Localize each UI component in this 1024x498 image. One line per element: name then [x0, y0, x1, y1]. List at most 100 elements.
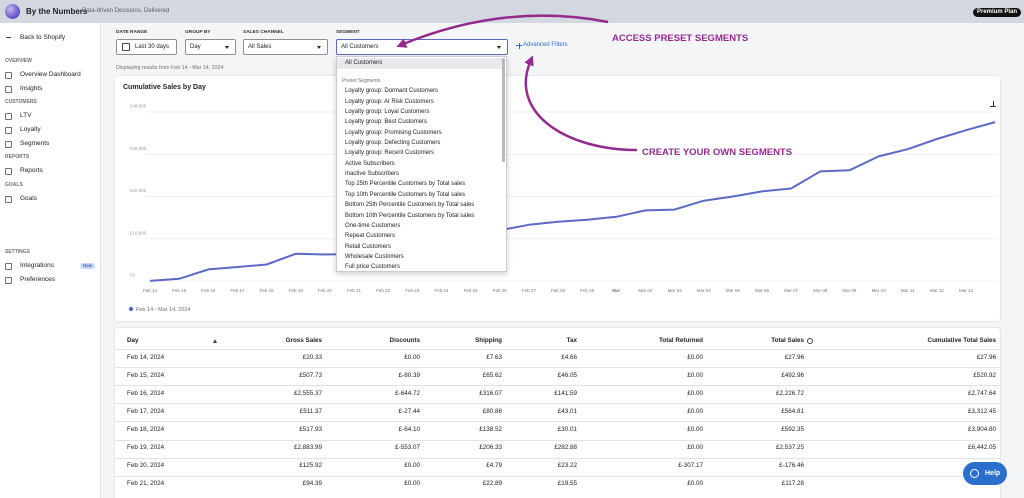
dropdown-option[interactable]: Loyalty group: Best Customers — [345, 119, 428, 126]
dropdown-option[interactable]: Loyalty group: Loyal Customers — [345, 109, 430, 115]
dropdown-option[interactable]: All Customers — [345, 60, 383, 67]
table-cell: £0.00 — [687, 480, 703, 488]
table-cell: £0.00 — [687, 389, 703, 397]
table-cell: £0.00 — [687, 407, 703, 415]
filter-box[interactable] — [243, 39, 328, 55]
nav-item[interactable]: Goals — [20, 195, 37, 203]
sort-arrow — [213, 338, 217, 343]
nav-section-title: REPORTS — [5, 153, 30, 160]
table-cell: £0.00 — [404, 353, 420, 361]
nav-item[interactable]: Preferences — [20, 276, 56, 284]
table-cell: £0.00 — [687, 371, 703, 379]
dropdown-option[interactable]: Wholesale Customers — [345, 253, 404, 260]
nav-icon — [5, 112, 12, 120]
plus-v — [518, 42, 520, 49]
dropdown-group-label: Preset Segments — [342, 77, 381, 84]
table-cell: £-64.10 — [398, 425, 420, 433]
filter-box[interactable] — [185, 39, 236, 55]
dropdown-option[interactable]: Loyalty group: Promising Customers — [345, 129, 442, 136]
nav-item[interactable]: Integrations — [20, 262, 54, 270]
filter-box[interactable] — [116, 39, 177, 55]
table-cell: Feb 17, 2024 — [127, 407, 165, 415]
table-cell: Feb 14, 2024 — [127, 353, 165, 361]
dropdown-option[interactable]: Active Subscribers — [345, 160, 395, 167]
nav-icon — [5, 140, 12, 148]
table-cell: £20.33 — [302, 353, 322, 361]
dropdown-option[interactable]: Loyalty group: Defecting Customers — [345, 140, 441, 147]
table-cell: £23.22 — [557, 462, 577, 470]
column-header[interactable]: Shipping — [475, 336, 502, 344]
table-card — [115, 328, 1000, 498]
nav-item[interactable]: Insights — [20, 85, 43, 93]
table-cell: £138.52 — [479, 425, 502, 433]
nav-section-title: CUSTOMERS — [5, 98, 37, 105]
dropdown-option[interactable]: Bottom 10th Percentile Customers by Tota… — [345, 212, 475, 219]
dropdown-option[interactable]: Loyalty group: Recent Customers — [345, 150, 435, 157]
dropdown-option[interactable]: Loyalty group: At Risk Customers — [345, 98, 434, 105]
nav-section-title: GOALS — [5, 181, 23, 188]
table-cell: Feb 21, 2024 — [127, 480, 165, 488]
filter-label: GROUP BY — [185, 29, 211, 35]
nav-item[interactable]: LTV — [20, 112, 32, 120]
table-cell: £141.59 — [554, 389, 577, 397]
dropdown-option[interactable]: One-time Customers — [345, 222, 401, 229]
advanced-filters-link[interactable]: Advanced Filters — [523, 42, 568, 49]
filter-value: All Sales — [248, 43, 272, 50]
table-cell: £19.55 — [557, 480, 577, 488]
nav-item[interactable]: Reports — [20, 167, 43, 175]
help-label: Help — [985, 469, 1001, 477]
table-cell: £564.81 — [781, 407, 804, 415]
column-header[interactable]: Tax — [566, 336, 577, 344]
dropdown-option[interactable]: Retail Customers — [345, 243, 392, 250]
dropdown-option[interactable]: Top 25th Percentile Customers by Total s… — [345, 181, 465, 188]
nav-icon — [5, 85, 12, 93]
annotation-text: ACCESS PRESET SEGMENTS — [612, 32, 749, 44]
filter-value: Last 30 days — [135, 43, 170, 50]
table-cell: £2,883.99 — [293, 444, 322, 452]
column-header[interactable]: Cumulative Total Sales — [927, 336, 996, 344]
calendar-icon — [122, 43, 130, 51]
column-header[interactable]: Total Returned — [659, 336, 703, 344]
nav-section-title: SETTINGS — [5, 248, 31, 255]
help-button[interactable] — [963, 462, 1007, 485]
table-cell: £0.00 — [687, 353, 703, 361]
table-cell: £492.96 — [781, 371, 804, 379]
plan-badge: Premium Plan — [973, 8, 1022, 17]
column-header[interactable]: Day — [127, 336, 139, 344]
table-cell: £65.62 — [482, 371, 502, 379]
table-cell: £-176.46 — [779, 462, 804, 470]
dropdown-option[interactable]: Loyalty group: Dormant Customers — [345, 88, 439, 95]
table-cell: £0.00 — [687, 444, 703, 452]
nav-item[interactable]: Loyalty — [20, 126, 41, 134]
annotation-text: CREATE YOUR OWN SEGMENTS — [642, 146, 793, 158]
dropdown-option[interactable]: Full price Customers — [345, 264, 401, 271]
table-cell: £4.66 — [561, 353, 577, 361]
table-cell: £0.00 — [404, 480, 420, 488]
table-cell: Feb 16, 2024 — [127, 389, 165, 397]
nav-icon — [5, 195, 12, 203]
column-header[interactable]: Gross Sales — [285, 336, 322, 344]
dropdown-option[interactable]: Top 10th Percentile Customers by Total s… — [345, 191, 465, 198]
dropdown-option[interactable]: Bottom 25th Percentile Customers by Tota… — [345, 202, 475, 209]
filter-label: SEGMENT — [336, 29, 360, 35]
table-cell: £517.93 — [299, 425, 322, 433]
table-cell: £0.00 — [404, 462, 420, 470]
nav-item[interactable]: Overview Dashboard — [20, 71, 81, 79]
dropdown-option[interactable]: Repeat Customers — [345, 233, 396, 240]
column-header[interactable]: Total Sales — [771, 336, 804, 344]
top-bar — [0, 0, 1024, 23]
filter-value: All Customers — [341, 43, 379, 50]
table-cell: £27.96 — [784, 353, 804, 361]
row-divider — [115, 367, 1000, 369]
tagline: Data-driven Decisions, Delivered — [82, 8, 170, 15]
nav-item[interactable]: Segments — [20, 140, 50, 148]
export-icon[interactable] — [990, 101, 996, 107]
caret — [317, 45, 321, 49]
table-cell: Feb 20, 2024 — [127, 462, 165, 470]
dropdown-option[interactable]: Inactive Subscribers — [345, 171, 400, 178]
table-cell: £80.88 — [482, 407, 502, 415]
column-header[interactable]: Discounts — [389, 336, 420, 344]
back-link[interactable]: Back to Shopify — [20, 34, 66, 42]
table-cell: £592.35 — [781, 425, 804, 433]
table-cell: £-644.72 — [395, 389, 420, 397]
